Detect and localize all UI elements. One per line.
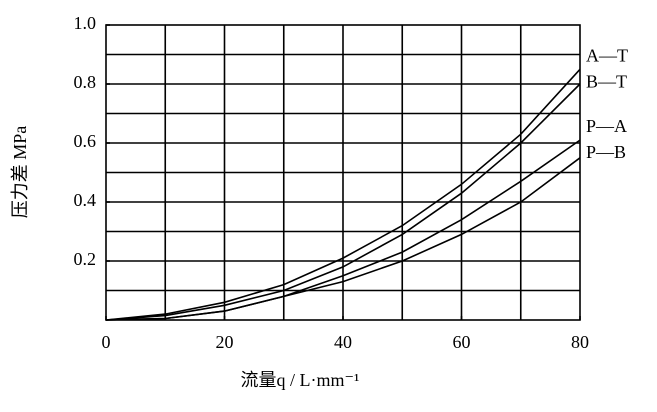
series-label: P—B [586, 142, 626, 162]
series-label: A—T [586, 45, 628, 65]
y-tick-label: 0.6 [74, 131, 97, 151]
y-tick-label: 1.0 [74, 13, 97, 33]
series-line [105, 68, 581, 321]
series-line [105, 157, 581, 321]
x-axis-label: 流量q / L·mm⁻¹ [241, 370, 360, 390]
x-tick-label: 40 [334, 332, 352, 352]
series-label: B—T [586, 71, 627, 91]
series-line [105, 83, 581, 321]
y-tick-label: 0.2 [74, 249, 97, 269]
y-axis-label: 压力差 MPa [10, 126, 30, 219]
x-tick-label: 60 [453, 332, 471, 352]
x-tick-label: 20 [216, 332, 234, 352]
y-tick-label: 0.8 [74, 72, 97, 92]
y-tick-label: 0.4 [74, 190, 97, 210]
x-tick-label: 80 [571, 332, 589, 352]
x-tick-label: 0 [102, 332, 111, 352]
series-label: P—A [586, 116, 627, 136]
